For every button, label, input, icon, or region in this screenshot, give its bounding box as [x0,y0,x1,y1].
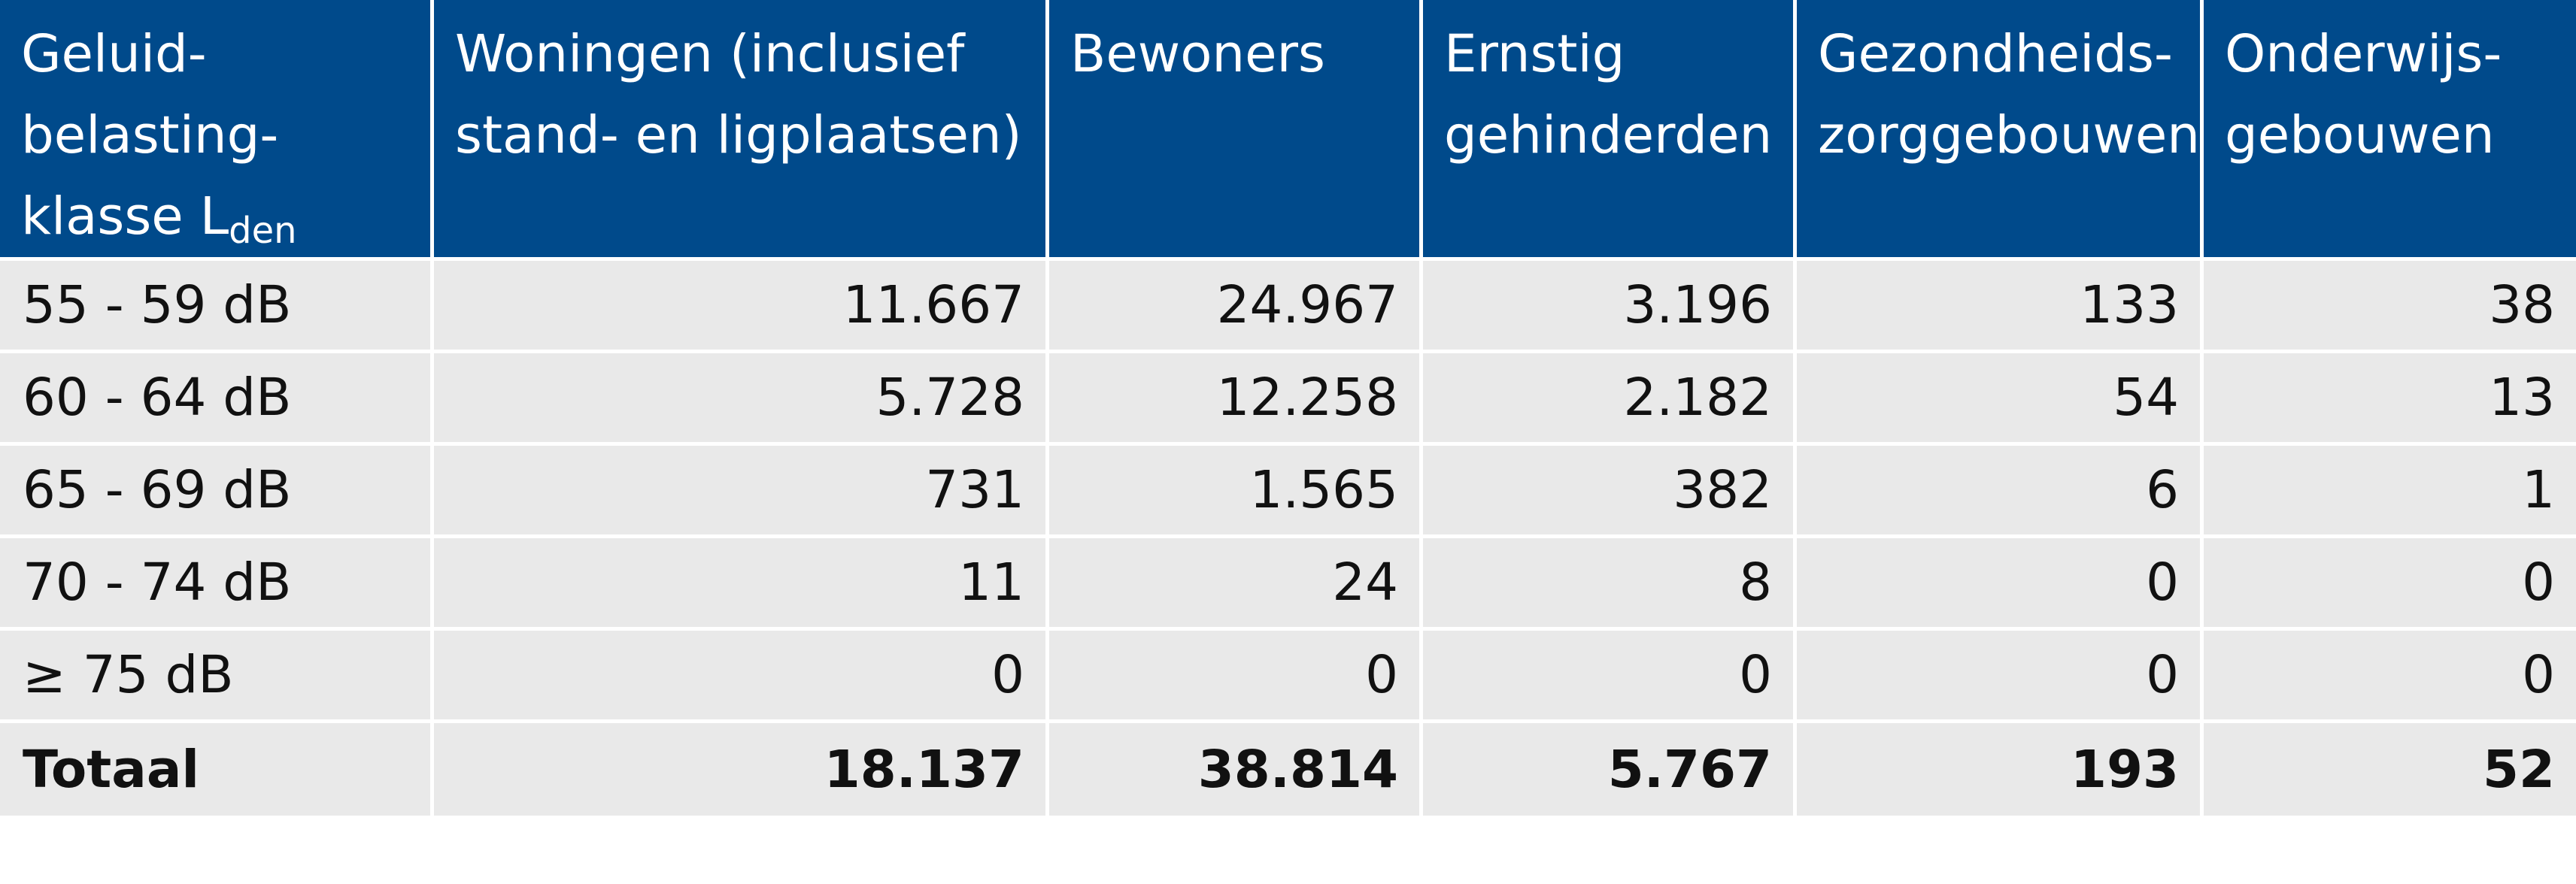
cell-total-severely-annoyed: 5.767 [1423,723,1797,816]
cell-education-buildings: 1 [2204,446,2576,538]
cell-total-residents: 38.814 [1049,723,1423,816]
cell-total-dwellings: 18.137 [434,723,1049,816]
header-dwellings: Woningen (inclusief stand- en ligplaatse… [434,0,1049,261]
cell-severely-annoyed: 382 [1423,446,1797,538]
cell-residents: 24 [1049,538,1423,631]
header-severely-annoyed: Ernstig gehinderden [1423,0,1797,261]
cell-noise-class: 70 - 74 dB [0,538,434,631]
cell-residents: 0 [1049,631,1423,723]
table-row: 55 - 59 dB 11.667 24.967 3.196 133 38 [0,261,2576,353]
cell-healthcare-buildings: 133 [1797,261,2204,353]
cell-dwellings: 5.728 [434,353,1049,446]
cell-noise-class: ≥ 75 dB [0,631,434,723]
cell-dwellings: 731 [434,446,1049,538]
total-row: Totaal 18.137 38.814 5.767 193 52 [0,723,2576,816]
cell-noise-class: 65 - 69 dB [0,446,434,538]
cell-education-buildings: 0 [2204,538,2576,631]
header-severely-annoyed-line1: Ernstig [1444,24,1625,84]
header-noise-class-line3-text: klasse L [21,186,229,247]
cell-severely-annoyed: 3.196 [1423,261,1797,353]
cell-healthcare-buildings: 0 [1797,631,2204,723]
header-noise-class-subscript: den [229,210,297,252]
header-row: Geluid- belasting- klasse Lden Woningen … [0,0,2576,261]
header-education-buildings-line1: Onderwijs- [2225,24,2502,84]
header-dwellings-line1: Woningen (inclusief [455,24,965,84]
header-residents-line1: Bewoners [1070,24,1325,84]
cell-severely-annoyed: 8 [1423,538,1797,631]
header-severely-annoyed-line2: gehinderden [1444,105,1773,165]
cell-total-healthcare-buildings: 193 [1797,723,2204,816]
cell-dwellings: 0 [434,631,1049,723]
table-row: ≥ 75 dB 0 0 0 0 0 [0,631,2576,723]
table-body: 55 - 59 dB 11.667 24.967 3.196 133 38 60… [0,261,2576,816]
header-noise-class-line2: belasting- [21,105,279,165]
table-row: 60 - 64 dB 5.728 12.258 2.182 54 13 [0,353,2576,446]
header-noise-class-line3: klasse Lden [21,176,418,257]
header-education-buildings: Onderwijs- gebouwen [2204,0,2576,261]
header-residents: Bewoners [1049,0,1423,261]
header-noise-class: Geluid- belasting- klasse Lden [0,0,434,261]
cell-total-education-buildings: 52 [2204,723,2576,816]
table-header: Geluid- belasting- klasse Lden Woningen … [0,0,2576,261]
cell-education-buildings: 38 [2204,261,2576,353]
cell-severely-annoyed: 2.182 [1423,353,1797,446]
header-noise-class-line1: Geluid- [21,24,207,84]
header-education-buildings-line2: gebouwen [2225,105,2495,165]
table-row: 65 - 69 dB 731 1.565 382 6 1 [0,446,2576,538]
cell-dwellings: 11 [434,538,1049,631]
cell-total-label: Totaal [0,723,434,816]
cell-education-buildings: 13 [2204,353,2576,446]
cell-residents: 24.967 [1049,261,1423,353]
cell-residents: 12.258 [1049,353,1423,446]
cell-residents: 1.565 [1049,446,1423,538]
header-healthcare-buildings: Gezondheids- zorggebouwen [1797,0,2204,261]
header-healthcare-buildings-line2: zorggebouwen [1818,105,2200,165]
cell-noise-class: 60 - 64 dB [0,353,434,446]
cell-healthcare-buildings: 0 [1797,538,2204,631]
cell-healthcare-buildings: 6 [1797,446,2204,538]
cell-noise-class: 55 - 59 dB [0,261,434,353]
noise-exposure-table: Geluid- belasting- klasse Lden Woningen … [0,0,2576,816]
cell-dwellings: 11.667 [434,261,1049,353]
cell-education-buildings: 0 [2204,631,2576,723]
header-healthcare-buildings-line1: Gezondheids- [1818,24,2173,84]
header-dwellings-line2: stand- en ligplaatsen) [455,105,1022,165]
table-row: 70 - 74 dB 11 24 8 0 0 [0,538,2576,631]
cell-severely-annoyed: 0 [1423,631,1797,723]
cell-healthcare-buildings: 54 [1797,353,2204,446]
